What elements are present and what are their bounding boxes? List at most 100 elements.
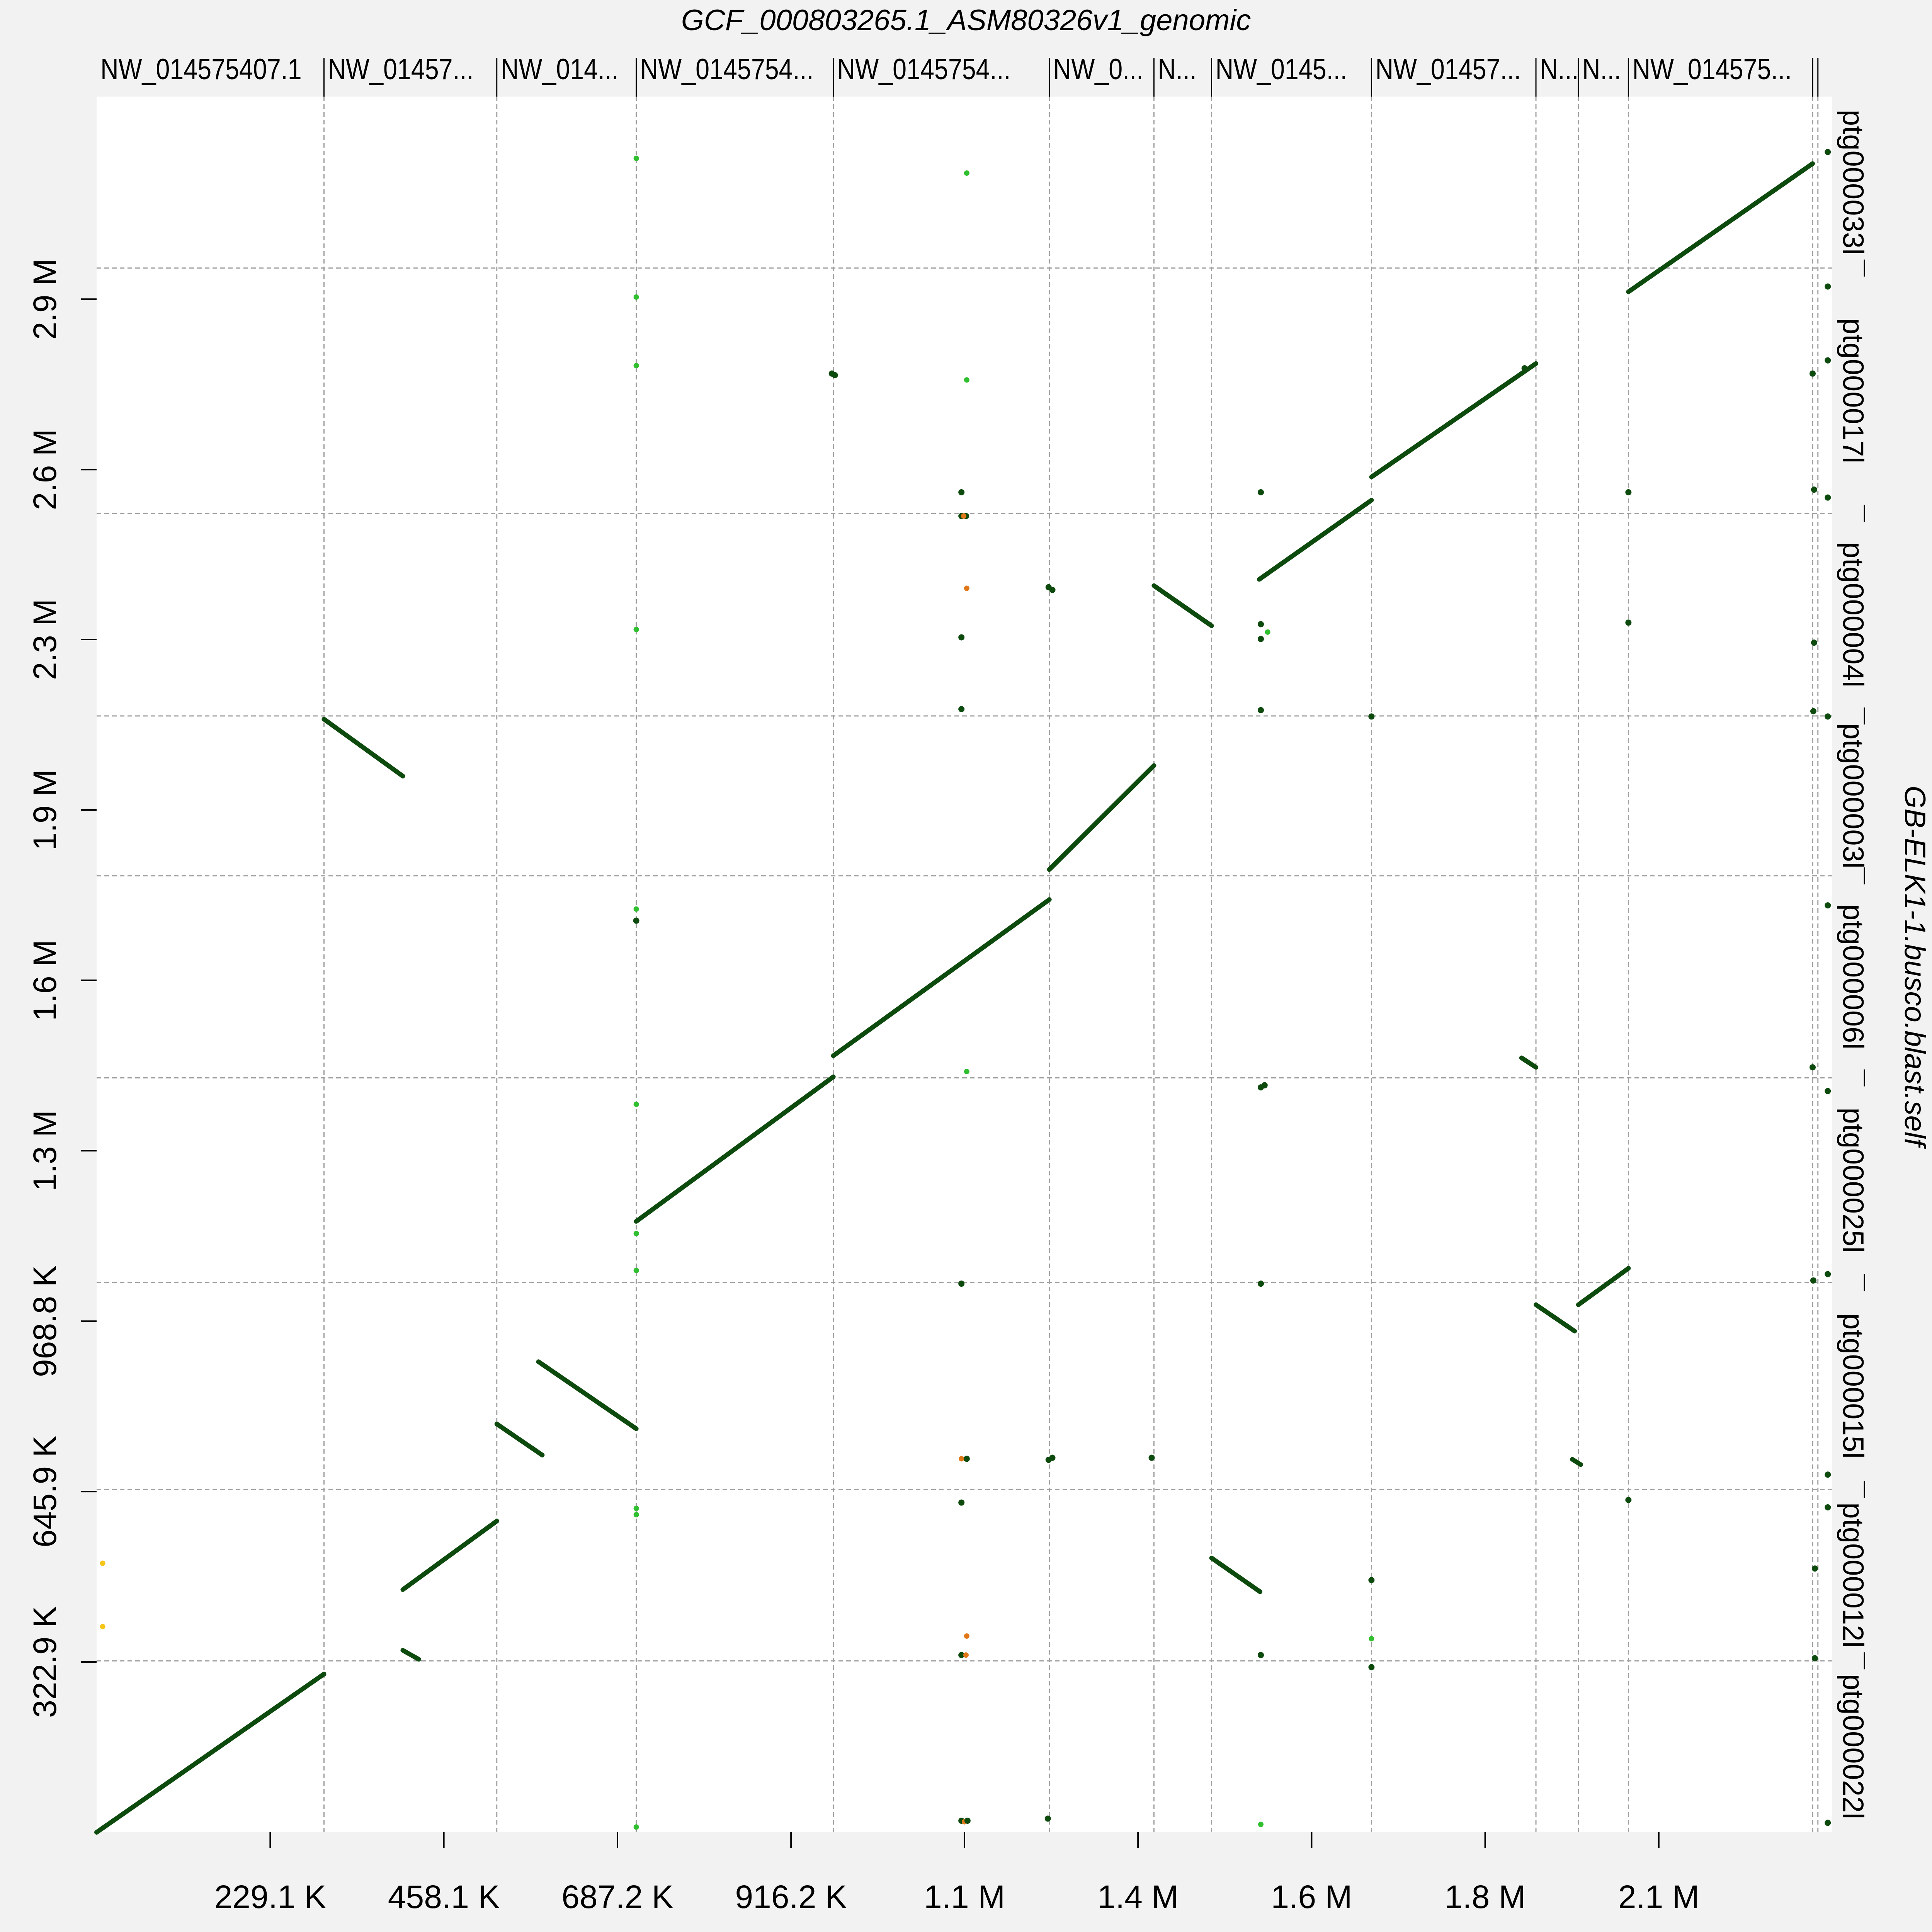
y-sequence-label: ptg000004l xyxy=(1837,542,1869,687)
alignment-point xyxy=(958,1499,965,1506)
alignment-point xyxy=(964,1633,969,1639)
alignment-point xyxy=(1368,1664,1375,1670)
y-sequence-label: ptg000022l xyxy=(1837,1674,1869,1819)
alignment-segment xyxy=(1257,498,1374,582)
y-sequence-label: ptg000006l xyxy=(1837,904,1869,1049)
alignment-segment xyxy=(1626,161,1815,294)
y-sequence-label: ptg000017l xyxy=(1837,318,1869,463)
alignment-point xyxy=(1825,1820,1831,1826)
alignment-segment xyxy=(1576,1266,1631,1307)
x-sequence-label: NW_014575... xyxy=(1632,53,1792,85)
alignment-point xyxy=(964,585,969,591)
alignment-point xyxy=(1625,489,1632,496)
alignment-point xyxy=(964,1817,971,1824)
alignment-point xyxy=(1258,1821,1264,1827)
alignment-segment xyxy=(321,717,405,779)
y-sequence-label: ptg000033l xyxy=(1837,110,1869,255)
alignment-segment xyxy=(1570,1457,1583,1467)
alignment-point xyxy=(1825,1271,1831,1277)
alignment-point xyxy=(633,1101,639,1107)
alignment-point xyxy=(958,634,965,641)
x-sequence-label: NW_014... xyxy=(501,53,619,85)
axis-ticks: 229.1 K 458.1 K 687.2 K 916.2 K 1.1 M 1.4 M 1.… xyxy=(27,259,1699,1915)
alignment-segment xyxy=(831,897,1052,1058)
alignment-point xyxy=(1044,1815,1051,1822)
alignment-segment xyxy=(1369,361,1539,480)
alignment-point xyxy=(1825,1471,1831,1478)
alignment-point xyxy=(633,1231,639,1236)
alignment-point xyxy=(1257,489,1264,496)
alignment-point xyxy=(958,1652,965,1658)
alignment-point xyxy=(1811,639,1817,646)
alignment-point xyxy=(1811,1655,1818,1662)
alignment-point xyxy=(1811,1565,1818,1572)
alignment-point xyxy=(832,372,838,378)
alignment-point xyxy=(1625,619,1632,626)
y-sequence-label: ptg000025l xyxy=(1837,1107,1869,1253)
chart-title: GCF_000803265.1_ASM80326v1_genomic xyxy=(681,4,1251,37)
y-tick-label: 645.9 K xyxy=(27,1435,63,1548)
grid-lines xyxy=(97,97,1832,1832)
alignment-point xyxy=(633,294,639,300)
x-sequence-label: N... xyxy=(1540,53,1578,85)
corner-bevel xyxy=(1843,0,1932,89)
y-tick-label: 1.3 M xyxy=(27,1110,63,1191)
x-sequence-label: NW_01457... xyxy=(328,53,473,85)
alignment-segment xyxy=(1519,1055,1539,1070)
alignment-point xyxy=(963,1456,970,1462)
plot-area xyxy=(97,97,1832,1832)
alignment-point xyxy=(1825,713,1831,720)
alignment-point xyxy=(963,1652,969,1658)
y-sequence-label: ptg000015l xyxy=(1837,1313,1869,1459)
alignment-point xyxy=(1521,365,1528,372)
alignment-point xyxy=(1825,1088,1831,1094)
x-sequence-label: NW_0... xyxy=(1053,53,1143,85)
alignment-point xyxy=(633,627,639,633)
alignment-point xyxy=(958,1281,965,1287)
x-tick-label: 458.1 K xyxy=(388,1879,500,1915)
x-sequence-label: NW_0145... xyxy=(1215,53,1347,85)
alignment-point xyxy=(958,489,965,496)
alignment-point xyxy=(964,170,969,176)
alignment-point xyxy=(1257,621,1264,628)
x-sequence-label: NW_01457... xyxy=(1375,53,1521,85)
alignment-point xyxy=(633,1267,639,1273)
corner-bevel xyxy=(1843,1843,1932,1932)
alignment-point xyxy=(1825,494,1831,501)
alignment-segment xyxy=(536,1359,639,1431)
y-tick-label: 2.6 M xyxy=(27,429,63,510)
alignment-point xyxy=(964,1069,969,1075)
alignment-point xyxy=(1825,149,1831,155)
alignment-point xyxy=(633,1512,639,1518)
alignment-segment xyxy=(94,1672,327,1835)
corner-bevel xyxy=(0,1843,89,1932)
x-sequence-label: NW_0145754... xyxy=(640,53,814,85)
y-tick-label: 1.9 M xyxy=(27,769,63,850)
sequence-labels: NW_014575407.1 NW_01457... NW_014... NW_014… xyxy=(100,53,1869,1819)
alignment-point xyxy=(1148,1454,1155,1461)
alignment-point xyxy=(633,363,639,369)
alignment-point xyxy=(633,1505,639,1511)
x-sequence-label: NW_0145754... xyxy=(837,53,1011,85)
x-sequence-label: NW_014575407.1 xyxy=(100,53,302,85)
alignment-point xyxy=(1257,1281,1264,1287)
x-tick-label: 1.4 M xyxy=(1097,1879,1179,1915)
alignment-point xyxy=(1825,902,1831,909)
alignment-segment xyxy=(1047,763,1156,872)
alignment-point xyxy=(1049,1454,1056,1461)
alignment-point xyxy=(1810,1277,1816,1284)
alignment-segment xyxy=(400,1648,421,1662)
alignment-point xyxy=(1265,629,1270,635)
alignment-point xyxy=(1825,1504,1831,1510)
alignment-point xyxy=(1368,1577,1375,1583)
alignment-segment xyxy=(1209,1556,1263,1594)
alignment-point xyxy=(1257,707,1264,713)
alignment-segment xyxy=(1534,1302,1577,1333)
alignment-point xyxy=(633,1824,639,1830)
y-axis-title: GB-ELK1-1.busco.blast.self xyxy=(1898,786,1931,1149)
y-sequence-label: ptg000003l xyxy=(1837,723,1869,869)
corner-bevel xyxy=(0,0,89,89)
alignment-point xyxy=(964,377,969,383)
alignment-segment xyxy=(634,1074,836,1224)
